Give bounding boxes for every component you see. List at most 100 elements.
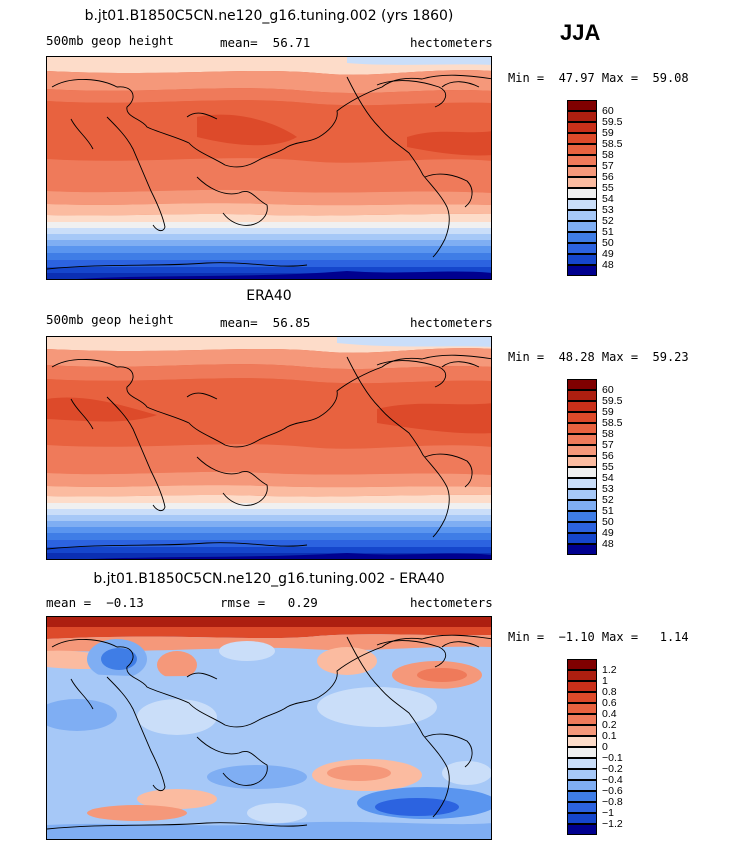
panel2-minmax: Min = 48.28 Max = 59.23 [508,350,689,364]
colorbar-label: 1 [602,675,608,687]
colorbar-swatch [567,100,597,111]
panel1-title: b.jt01.B1850C5CN.ne120_g16.tuning.002 (y… [84,8,454,24]
colorbar-label: 60 [602,384,614,396]
colorbar-label: 54 [602,472,614,484]
season-label: JJA [560,20,601,45]
colorbar-swatch [567,265,597,276]
colorbar-label: 0 [602,741,608,753]
colorbar-swatch [567,243,597,254]
colorbar-label: 59.5 [602,395,623,407]
colorbar-label: 56 [602,450,614,462]
colorbar-label: 56 [602,171,614,183]
colorbar-swatch [567,199,597,210]
colorbar-label: 48 [602,259,614,271]
colorbar-label: 58.5 [602,417,623,429]
colorbar-label: 58.5 [602,138,623,150]
colorbar-label: 53 [602,204,614,216]
colorbar-label: 60 [602,105,614,117]
colorbar-label: 0.6 [602,697,617,709]
colorbar-swatch [567,802,597,813]
colorbar-swatch [567,111,597,122]
colorbar-swatch [567,747,597,758]
colorbar-swatch [567,533,597,544]
colorbar-label: −0.2 [602,763,623,775]
colorbar-swatch [567,412,597,423]
colorbar-swatch [567,467,597,478]
colorbar-swatch [567,155,597,166]
colorbar-label: 49 [602,527,614,539]
colorbar-label: −0.4 [602,774,623,786]
colorbar-label: 50 [602,516,614,528]
colorbar-swatch [567,544,597,555]
colorbar-swatch [567,379,597,390]
colorbar-label: 0.8 [602,686,617,698]
colorbar-swatch [567,791,597,802]
colorbar-swatch [567,714,597,725]
colorbar-label: 49 [602,248,614,260]
panel3-units-label: hectometers [410,595,493,610]
colorbar-swatch [567,390,597,401]
panel2-mean-label: mean= 56.85 [220,315,311,330]
colorbar-swatch [567,445,597,456]
panel3-minmax: Min = −1.10 Max = 1.14 [508,630,689,644]
panel1-variable-label: 500mb geop height [46,33,174,48]
colorbar-swatch [567,813,597,824]
colorbar-swatch [567,511,597,522]
colorbar-label: 51 [602,505,614,517]
panel3-contour-field [47,617,491,839]
colorbar-swatch [567,780,597,791]
colorbar-swatch [567,824,597,835]
panel3-rmse-label: rmse = 0.29 [220,595,318,610]
colorbar-swatch [567,401,597,412]
colorbar-label: 58 [602,149,614,161]
colorbar-swatch [567,736,597,747]
panel3-title: b.jt01.B1850C5CN.ne120_g16.tuning.002 - … [93,571,445,587]
colorbar-label: 57 [602,439,614,451]
colorbar-label: 52 [602,494,614,506]
colorbar-label: 59 [602,127,614,139]
colorbar-swatch [567,221,597,232]
colorbar-swatch [567,489,597,500]
colorbar-label: 59.5 [602,116,623,128]
panel2-variable-label: 500mb geop height [46,312,174,327]
colorbar-label: 50 [602,237,614,249]
panel2-units-label: hectometers [410,315,493,330]
colorbar-label: 0.2 [602,719,617,731]
colorbar-swatch [567,725,597,736]
panel1-mean-label: mean= 56.71 [220,35,311,50]
colorbar-swatch [567,144,597,155]
panel1-contour-field [47,57,491,279]
panel1-units-label: hectometers [410,35,493,50]
colorbar-label: −0.1 [602,752,623,764]
colorbar-swatch [567,659,597,670]
colorbar-label: 48 [602,538,614,550]
colorbar-label: −1 [602,807,614,819]
colorbar-swatch [567,478,597,489]
colorbar-swatch [567,423,597,434]
colorbar-swatch [567,758,597,769]
colorbar-label: 1.2 [602,664,617,676]
panel3-map [46,616,492,840]
colorbar-label: 54 [602,193,614,205]
panel2-contour-field [47,337,491,559]
colorbar-swatch [567,522,597,533]
panel1-map [46,56,492,280]
colorbar-swatch [567,670,597,681]
colorbar-swatch [567,703,597,714]
colorbar-swatch [567,456,597,467]
colorbar-swatch [567,188,597,199]
colorbar-label: 53 [602,483,614,495]
colorbar-swatch [567,434,597,445]
colorbar-swatch [567,122,597,133]
colorbar-label: 0.4 [602,708,617,720]
colorbar-label: 57 [602,160,614,172]
panel2-title: ERA40 [246,288,292,304]
colorbar-swatch [567,692,597,703]
colorbar-label: 59 [602,406,614,418]
colorbar-swatch [567,500,597,511]
colorbar-swatch [567,254,597,265]
panel1-minmax: Min = 47.97 Max = 59.08 [508,71,689,85]
colorbar-swatch [567,769,597,780]
colorbar-swatch [567,166,597,177]
panel2-map [46,336,492,560]
